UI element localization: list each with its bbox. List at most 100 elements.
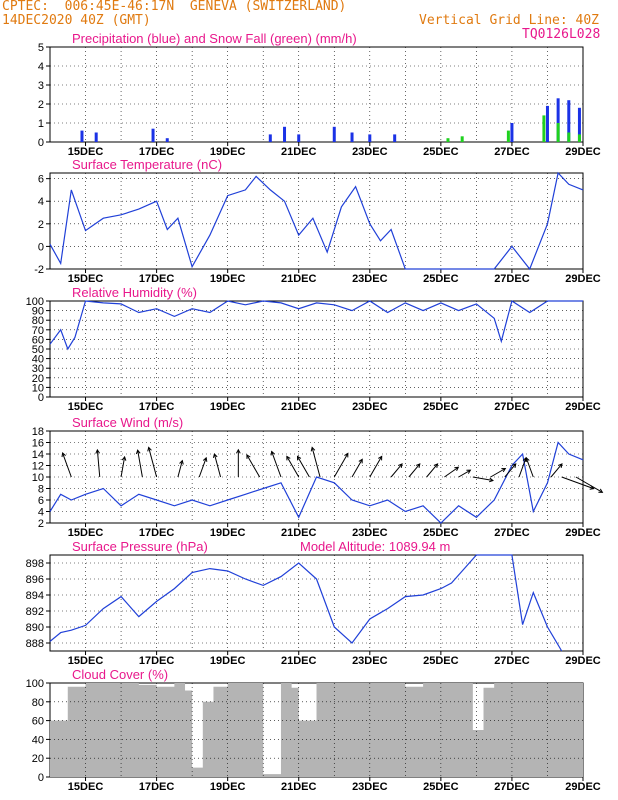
- x-tick-label: 29DEC: [565, 401, 601, 413]
- wind-arrow-head: [558, 463, 563, 468]
- x-tick-label: 27DEC: [494, 146, 530, 158]
- wind-arrow-shaft: [369, 456, 383, 478]
- y-tick-label: 0: [38, 392, 44, 404]
- wind-arrow-shaft: [177, 460, 183, 478]
- y-tick-label: 12: [32, 461, 44, 473]
- wind-arrow-head: [212, 453, 218, 459]
- wind-arrow-head: [398, 463, 403, 468]
- x-tick-label: 29DEC: [565, 527, 601, 539]
- x-tick-label: 27DEC: [494, 273, 530, 285]
- wind-arrow-head: [286, 455, 291, 461]
- wind-arrow-shaft: [472, 476, 494, 482]
- x-tick-label: 19DEC: [210, 781, 246, 793]
- wind-arrow-head: [270, 450, 275, 456]
- wind-arrow-shaft: [458, 469, 471, 478]
- wind-arrow-shaft: [148, 447, 158, 478]
- x-tick-label: 15DEC: [68, 655, 104, 667]
- y-tick-label: 898: [26, 558, 44, 570]
- wind-arrow-head: [95, 448, 101, 454]
- y-tick-label: 90: [32, 306, 44, 318]
- x-tick-label: 19DEC: [210, 401, 246, 413]
- wind-arrow-head: [121, 455, 127, 461]
- x-tick-label: 23DEC: [352, 401, 388, 413]
- y-tick-label: 70: [32, 325, 44, 337]
- y-tick-label: 0: [38, 241, 44, 253]
- precip-bar: [350, 132, 354, 142]
- wind-arrow-head: [246, 454, 251, 459]
- series-line: [49, 171, 584, 271]
- wind-arrow-shaft: [575, 476, 603, 493]
- plot-frame: [49, 300, 584, 398]
- snow-bar: [542, 115, 546, 142]
- y-tick-label: 4: [38, 61, 44, 73]
- y-tick-label: 20: [32, 753, 44, 765]
- y-tick-label: 0: [38, 772, 44, 784]
- x-tick-label: 15DEC: [68, 781, 104, 793]
- x-tick-label: 25DEC: [423, 781, 459, 793]
- x-tick-label: 19DEC: [210, 273, 246, 285]
- series-line: [49, 554, 563, 652]
- y-tick-label: 20: [32, 373, 44, 385]
- wind-arrow-shaft: [561, 476, 594, 490]
- plot-frame: [49, 554, 584, 652]
- y-tick-label: 10: [32, 382, 44, 394]
- series-line: [49, 300, 583, 351]
- x-tick-label: 29DEC: [565, 655, 601, 667]
- y-tick-label: 894: [26, 590, 44, 602]
- wind-arrow-head: [598, 488, 604, 493]
- x-tick-label: 19DEC: [210, 527, 246, 539]
- y-tick-label: 60: [32, 716, 44, 728]
- snow-bar: [446, 138, 450, 142]
- y-tick-label: 80: [32, 697, 44, 709]
- x-tick-label: 17DEC: [139, 781, 175, 793]
- x-tick-label: 21DEC: [281, 401, 317, 413]
- y-tick-label: 4: [38, 507, 44, 519]
- wind-arrow-shaft: [390, 463, 403, 478]
- wind-arrow-shaft: [246, 454, 261, 478]
- header-code: TQ0126L028: [522, 27, 601, 42]
- y-tick-label: 16: [32, 438, 44, 450]
- x-tick-label: 25DEC: [423, 146, 459, 158]
- wind-arrow-shaft: [137, 450, 143, 478]
- panel-title: Surface Wind (m/s): [72, 415, 183, 430]
- precip-bar: [80, 130, 84, 142]
- x-tick-label: 27DEC: [494, 781, 530, 793]
- y-tick-label: 892: [26, 606, 44, 618]
- y-tick-label: -2: [34, 264, 44, 276]
- x-tick-label: 27DEC: [494, 527, 530, 539]
- header-grid-line: Vertical Grid Line: 40Z: [419, 13, 600, 28]
- precip-bar: [545, 105, 549, 142]
- precip-bar: [556, 98, 560, 142]
- panel-title: Cloud Cover (%): [72, 667, 168, 682]
- wind-arrow-shaft: [518, 457, 527, 478]
- wind-arrow-head: [179, 459, 184, 465]
- wind-arrow-shaft: [444, 466, 459, 478]
- wind-arrow-head: [525, 456, 530, 462]
- x-tick-label: 21DEC: [281, 527, 317, 539]
- wind-arrow-shaft: [271, 451, 282, 478]
- x-tick-label: 21DEC: [281, 781, 317, 793]
- x-tick-label: 23DEC: [352, 527, 388, 539]
- y-tick-label: 8: [38, 484, 44, 496]
- wind-arrow-head: [310, 446, 316, 452]
- snow-bar: [567, 132, 571, 142]
- wind-arrow-head: [501, 467, 507, 473]
- cloud-cover-bars: [50, 683, 583, 777]
- header-date: 14DEC2020 40Z (GMT): [2, 13, 151, 28]
- wind-arrow-shaft: [490, 468, 506, 478]
- x-tick-label: 29DEC: [565, 781, 601, 793]
- precip-bar: [567, 100, 571, 142]
- y-tick-label: 6: [38, 495, 44, 507]
- precip-bar: [393, 134, 397, 142]
- wind-arrow-shaft: [96, 449, 101, 478]
- precip-bar: [577, 107, 581, 142]
- x-tick-label: 23DEC: [352, 655, 388, 667]
- wind-arrow-head: [358, 458, 363, 464]
- wind-arrow-head: [511, 463, 517, 468]
- wind-arrow-head: [378, 455, 383, 461]
- y-tick-label: 896: [26, 574, 44, 586]
- wind-arrow-head: [202, 456, 208, 462]
- x-tick-label: 29DEC: [565, 146, 601, 158]
- wind-arrow-head: [415, 463, 421, 468]
